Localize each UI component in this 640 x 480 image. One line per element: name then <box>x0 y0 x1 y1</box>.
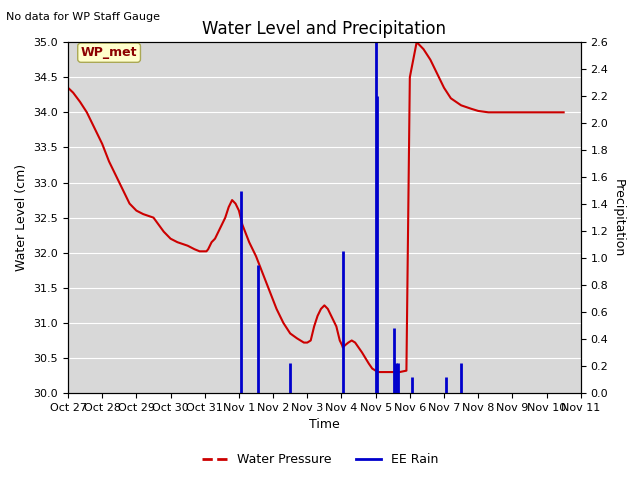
Text: No data for WP Staff Gauge: No data for WP Staff Gauge <box>6 12 161 22</box>
Title: Water Level and Precipitation: Water Level and Precipitation <box>202 20 446 38</box>
Y-axis label: Water Level (cm): Water Level (cm) <box>15 164 28 271</box>
Legend: Water Pressure, EE Rain: Water Pressure, EE Rain <box>196 448 444 471</box>
Y-axis label: Precipitation: Precipitation <box>612 179 625 257</box>
Text: WP_met: WP_met <box>81 46 138 59</box>
X-axis label: Time: Time <box>309 419 340 432</box>
